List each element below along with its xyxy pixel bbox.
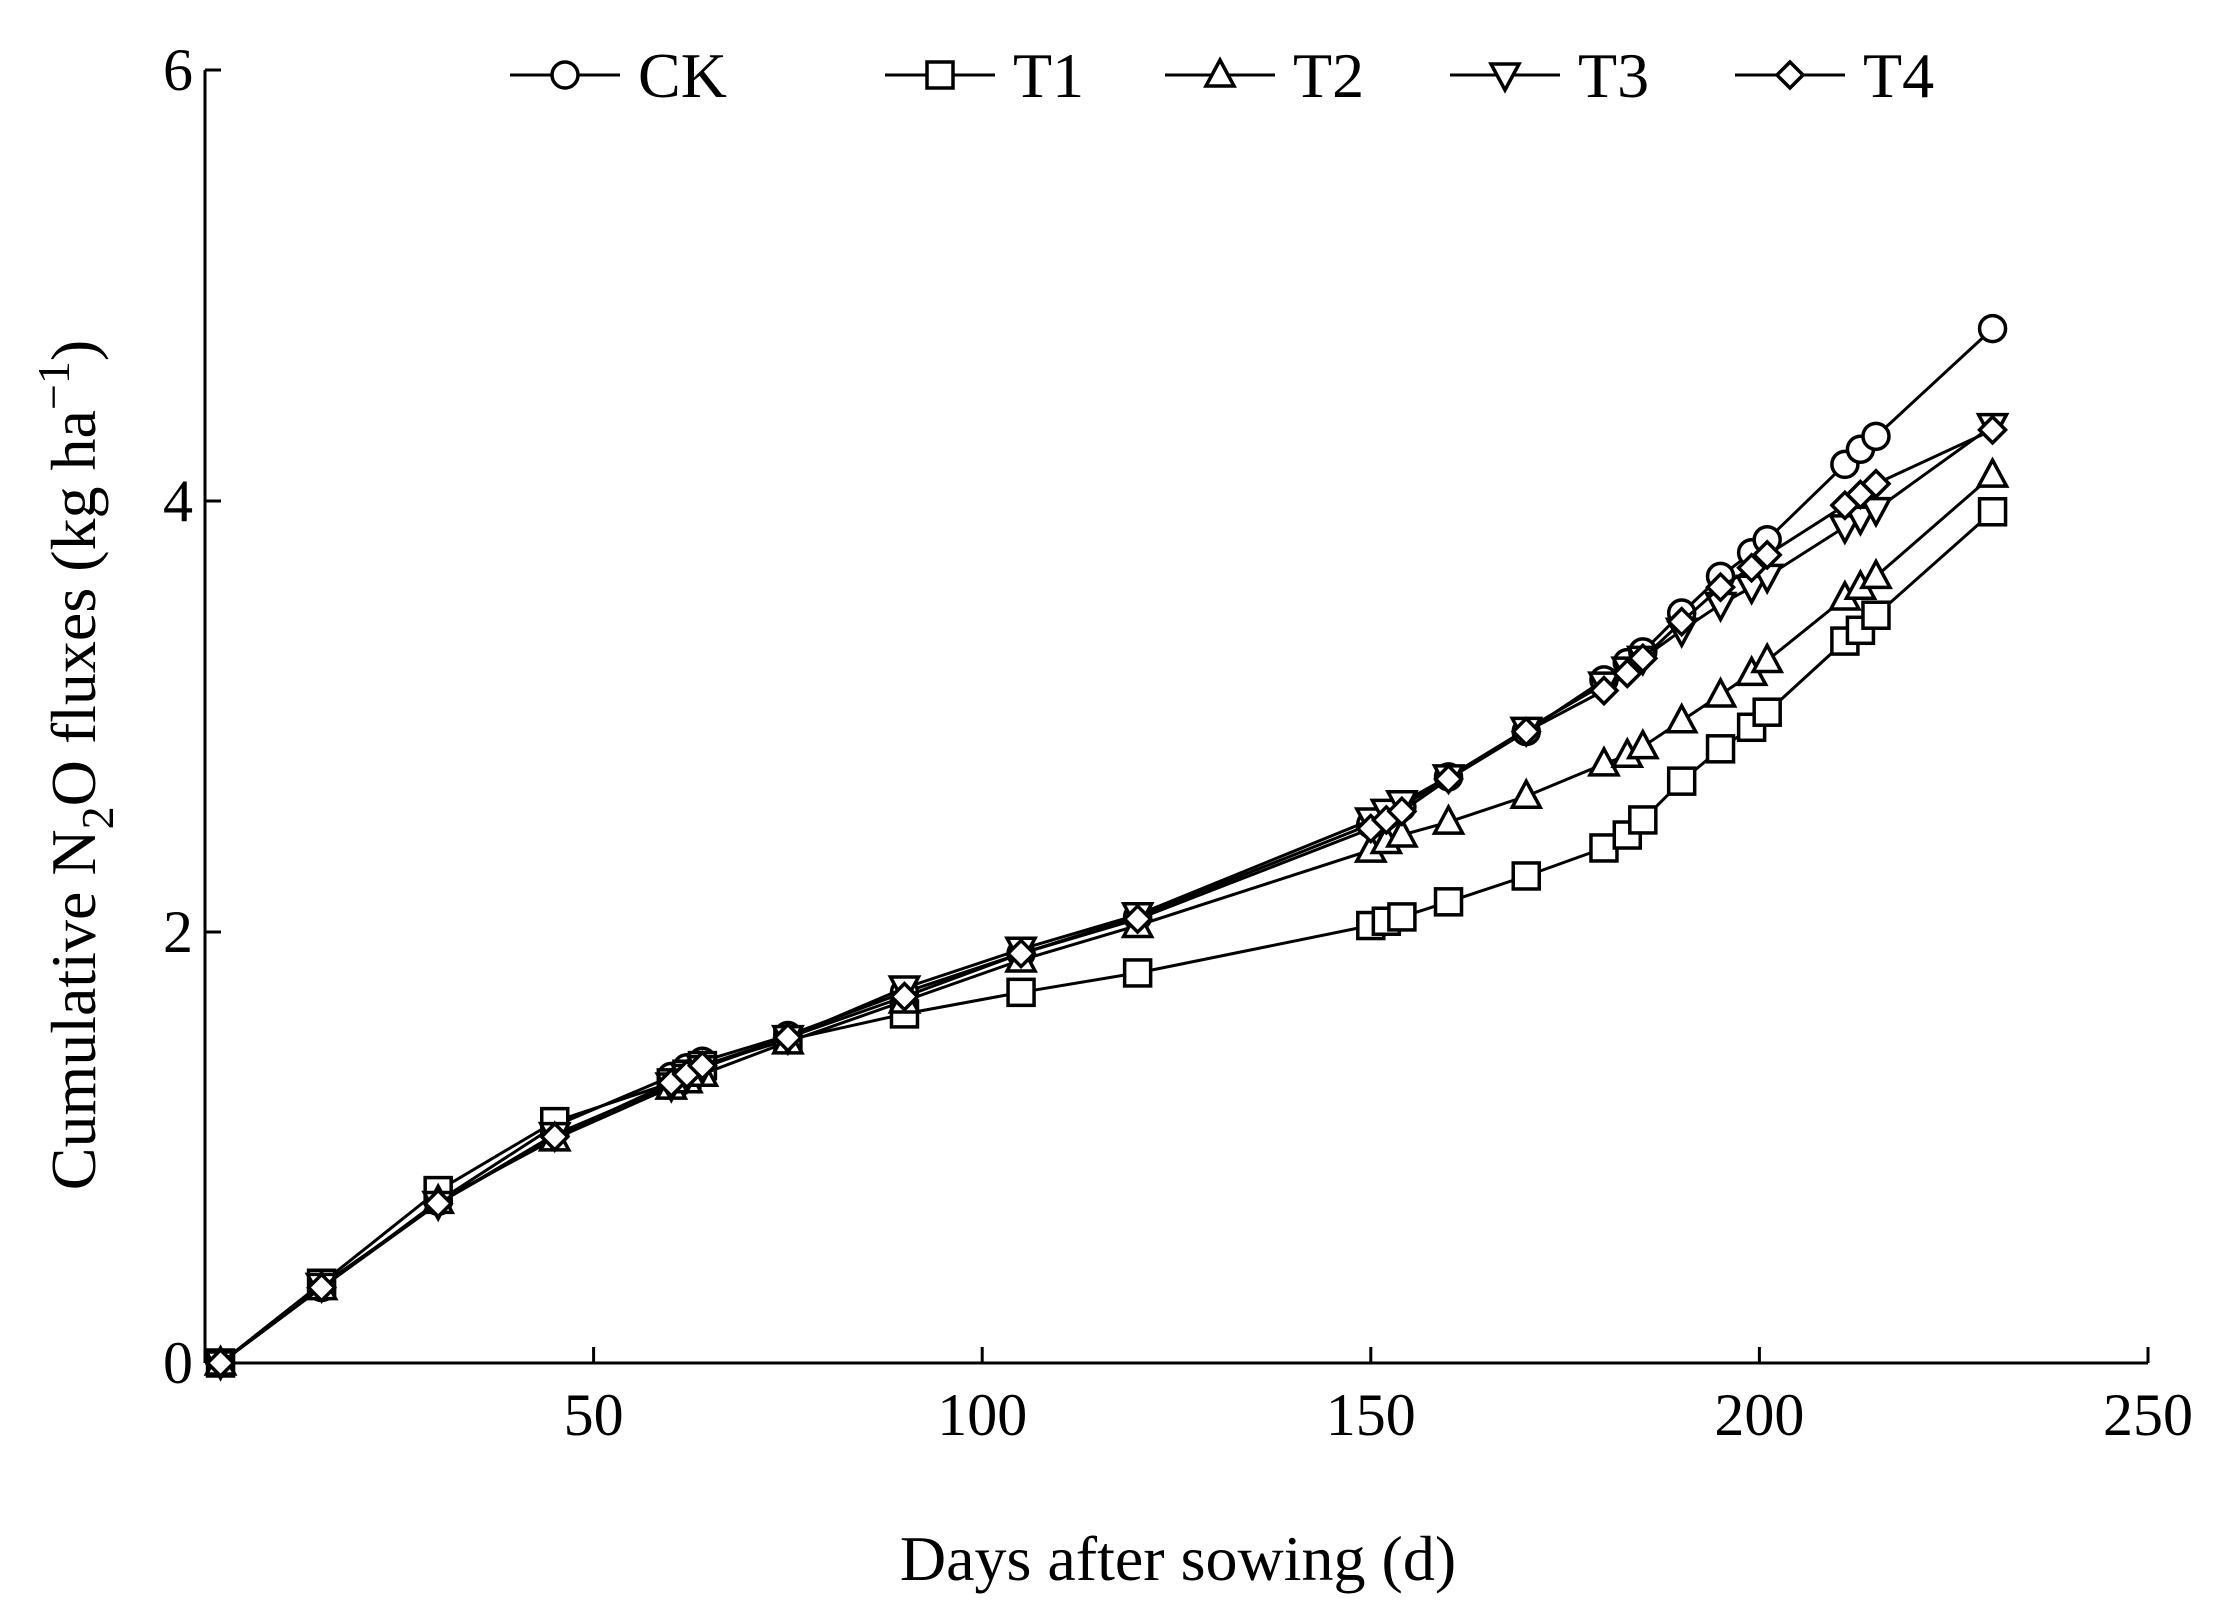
data-point-t1: [1977, 497, 2008, 527]
data-point-t2: [1587, 745, 1621, 777]
legend-item-t2: T2: [1165, 40, 1364, 111]
data-point-t1: [1387, 902, 1417, 932]
y-tick-label: 2: [163, 899, 193, 965]
x-tick-label: 250: [2103, 1382, 2193, 1448]
legend-label-t4: T4: [1863, 40, 1934, 111]
data-point-t4: [422, 1188, 454, 1220]
data-point-t2: [1384, 816, 1419, 848]
legend: CK T1 T2 T3 T4: [510, 40, 1934, 111]
series-t3: [203, 412, 2010, 1382]
x-tick-label: 200: [1714, 1382, 1804, 1448]
data-point-t1: [1006, 977, 1036, 1008]
data-point-t2: [1664, 702, 1699, 734]
legend-marker-t1: [925, 60, 955, 90]
series-line-t1: [219, 510, 1994, 1365]
legend-label-t1: T1: [1013, 40, 1084, 111]
y-tick-label: 4: [163, 468, 193, 534]
data-point-t4: [1122, 903, 1154, 935]
data-point-t1: [1736, 712, 1767, 743]
data-point-ck: [1861, 421, 1891, 452]
data-point-t2: [1431, 803, 1466, 835]
y-tick-label: 6: [163, 37, 193, 103]
axes: 50 100 150 200 250 0 2 4 6: [163, 37, 2193, 1448]
data-point-t2: [1625, 727, 1660, 760]
data-point-t4: [1005, 938, 1037, 970]
y-axis-label-prefix: Cumulative N: [38, 829, 109, 1190]
data-point-t1: [1861, 600, 1891, 630]
legend-label-t2: T2: [1293, 40, 1364, 111]
x-tick-label: 100: [937, 1382, 1027, 1448]
series-t4: [205, 414, 2009, 1379]
y-axis-label: Cumulative N2O fluxes (kg ha−1): [28, 340, 123, 1190]
data-point-t4: [1588, 675, 1620, 707]
series-ck: [205, 313, 2008, 1378]
data-point-t4: [889, 981, 920, 1013]
data-point-t4: [205, 1347, 237, 1379]
y-axis-label-superscript: −1: [28, 361, 79, 410]
data-point-t2: [1975, 456, 2010, 488]
legend-item-t3: T3: [1450, 40, 1649, 111]
y-axis-label-subscript: 2: [72, 806, 123, 829]
data-point-t2: [1703, 676, 1738, 708]
legend-label-ck: CK: [638, 40, 727, 111]
data-point-t4: [1510, 716, 1542, 748]
data-point-ck: [1977, 313, 2008, 344]
data-point-t4: [1860, 468, 1892, 500]
legend-marker-t4: [1774, 59, 1806, 91]
data-point-t4: [772, 1022, 804, 1054]
x-tick-label: 150: [1326, 1382, 1416, 1448]
data-point-t4: [1627, 642, 1659, 674]
legend-item-t4: T4: [1735, 40, 1934, 111]
data-point-t2: [1509, 777, 1544, 809]
y-tick-label: 0: [163, 1330, 193, 1396]
data-point-t1: [1511, 861, 1541, 891]
data-point-t1: [1433, 887, 1464, 917]
data-point-t4: [306, 1272, 338, 1304]
legend-item-ck: CK: [510, 40, 727, 111]
data-point-t1: [1705, 734, 1736, 764]
y-axis-label-suffix: ): [38, 340, 109, 361]
data-point-t4: [1977, 414, 2009, 446]
x-axis-label: Days after sowing (d): [900, 1523, 1456, 1594]
x-tick-label: 50: [564, 1382, 624, 1448]
legend-marker-t2: [1203, 56, 1237, 88]
data-point-t4: [1751, 539, 1783, 571]
data-point-t4: [686, 1050, 718, 1082]
data-point-t1: [1628, 805, 1658, 835]
data-point-t4: [1433, 763, 1464, 795]
plot-series: [203, 313, 2010, 1382]
legend-marker-t3: [1488, 62, 1522, 94]
data-point-t4: [1611, 657, 1643, 689]
series-line-ck: [219, 327, 1994, 1365]
data-point-t1: [1666, 766, 1697, 796]
data-point-t4: [539, 1121, 571, 1153]
legend-label-t3: T3: [1578, 40, 1649, 111]
data-point-t2: [1859, 557, 1893, 590]
legend-item-t1: T1: [885, 40, 1084, 111]
y-axis-label-middle: O fluxes (kg ha: [38, 410, 109, 806]
data-point-t1: [1122, 958, 1153, 988]
data-point-t4: [1386, 795, 1418, 827]
data-point-t4: [1666, 606, 1698, 638]
data-point-t2: [1750, 641, 1785, 674]
series-t1: [205, 497, 2008, 1378]
data-point-t4: [1705, 571, 1737, 603]
legend-marker-ck: [550, 60, 580, 90]
data-point-t1: [1752, 697, 1782, 727]
